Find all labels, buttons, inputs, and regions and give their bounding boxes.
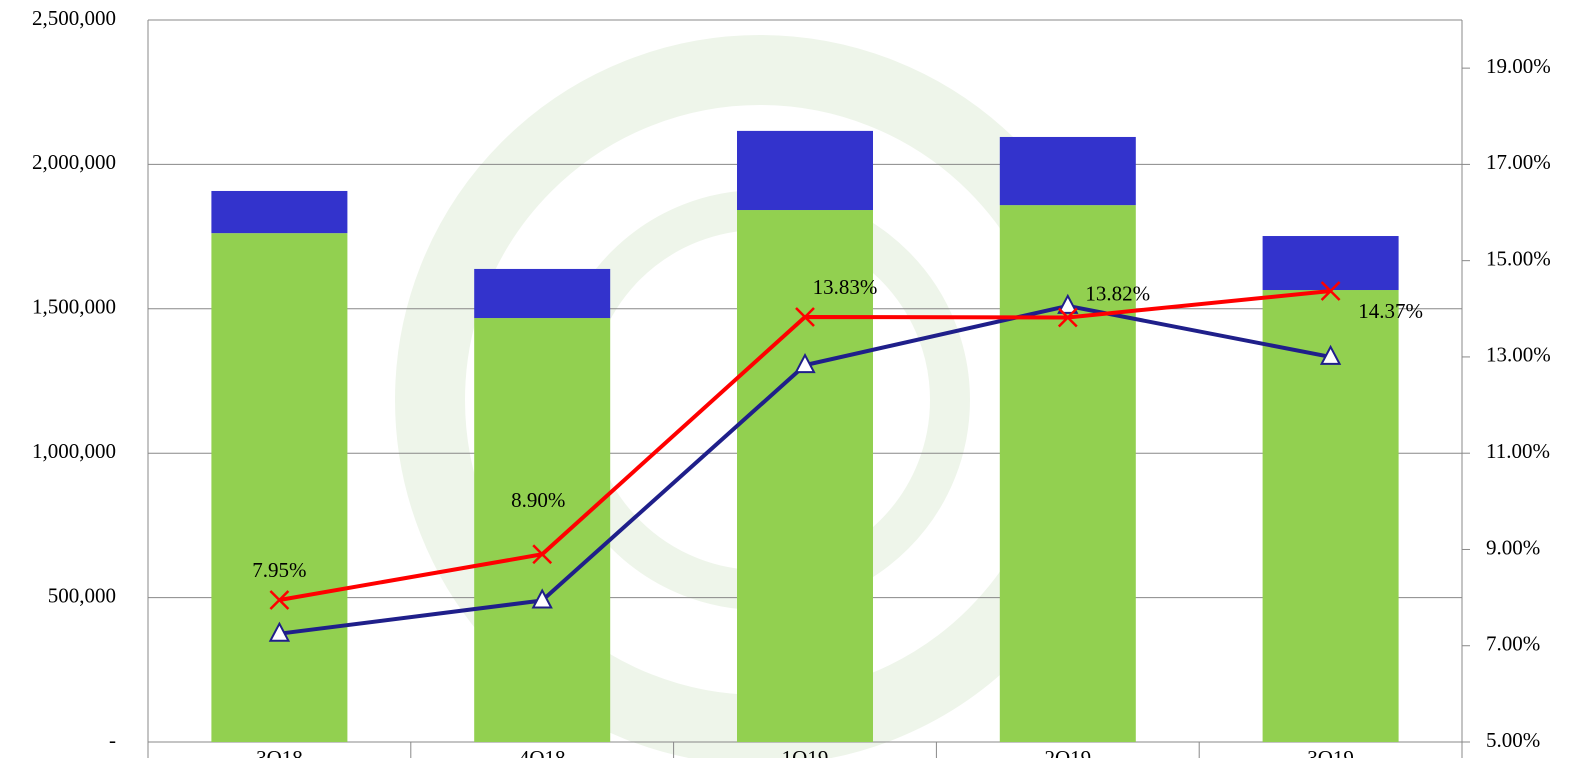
y2-tick-label: 9.00% <box>1486 535 1540 559</box>
y-tick-label: 1,500,000 <box>32 295 116 319</box>
x-tick-label: 1Q19 <box>782 746 829 758</box>
y-tick-label: 1,000,000 <box>32 439 116 463</box>
y2-tick-label: 5.00% <box>1486 728 1540 752</box>
x-tick-label: 2Q19 <box>1044 746 1091 758</box>
data-label: 13.82% <box>1085 281 1150 305</box>
y2-tick-label: 17.00% <box>1486 150 1551 174</box>
y2-tick-label: 15.00% <box>1486 246 1551 270</box>
data-label: 13.83% <box>813 275 878 299</box>
x-tick-label: 4Q18 <box>519 746 566 758</box>
page: {"chart_data": {"type": "bar", "stacked"… <box>0 0 1576 758</box>
chart: - 500,000 1,000,000 1,500,000 2,000,000 2,500… <box>0 0 1576 758</box>
bar-segment <box>474 269 610 318</box>
x-tick-label: 3Q19 <box>1307 746 1354 758</box>
y-tick-label: - <box>109 728 116 752</box>
data-label: 8.90% <box>511 488 565 512</box>
y2-tick-label: 11.00% <box>1486 439 1550 463</box>
bar-segment <box>474 318 610 742</box>
bar-segment <box>737 131 873 210</box>
y-tick-label: 2,000,000 <box>32 150 116 174</box>
bar-segment <box>1000 137 1136 205</box>
bar-segment <box>211 233 347 742</box>
y2-tick-label: 7.00% <box>1486 632 1540 656</box>
bar-segment <box>1263 236 1399 290</box>
x-tick-label: 3Q18 <box>256 746 303 758</box>
y2-tick-label: 19.00% <box>1486 54 1551 78</box>
y-tick-label: 500,000 <box>48 583 116 607</box>
y-tick-label: 2,500,000 <box>32 6 116 30</box>
data-label: 14.37% <box>1358 299 1423 323</box>
bar-segment <box>211 191 347 233</box>
y2-tick-label: 13.00% <box>1486 343 1551 367</box>
data-label: 7.95% <box>252 558 306 582</box>
